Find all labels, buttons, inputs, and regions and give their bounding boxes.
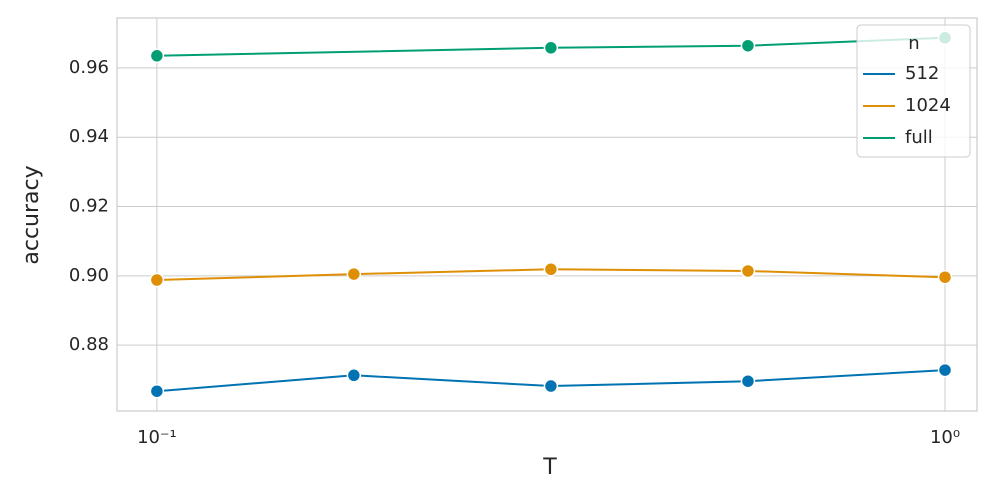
data-point (740, 263, 756, 279)
data-point (149, 383, 165, 399)
data-point (346, 266, 362, 282)
y-tick-label: 0.90 (69, 265, 109, 286)
data-point (543, 262, 559, 277)
legend-label: 1024 (905, 95, 951, 116)
legend-title: n (908, 33, 919, 54)
data-point (937, 269, 953, 285)
y-tick-label: 0.88 (69, 334, 109, 355)
y-tick-label: 0.94 (69, 126, 109, 147)
y-axis-label: accuracy (19, 165, 44, 264)
y-tick-label: 0.92 (69, 196, 109, 217)
legend-label: 512 (905, 63, 939, 84)
legend-label: full (905, 127, 933, 148)
data-point (740, 373, 756, 389)
x-tick-label: 10⁻¹ (137, 427, 177, 448)
data-point (543, 378, 559, 394)
series-line (156, 36, 946, 57)
data-point (149, 272, 165, 288)
plot-frame (116, 17, 978, 412)
y-tick-label: 0.96 (69, 57, 109, 78)
legend-box (856, 24, 971, 158)
data-point (937, 362, 953, 378)
data-point (740, 38, 756, 53)
data-point (346, 368, 362, 383)
data-point (543, 40, 559, 56)
x-axis-label: T (542, 455, 557, 480)
x-tick-label: 10⁰ (930, 427, 960, 448)
data-point (149, 48, 165, 64)
